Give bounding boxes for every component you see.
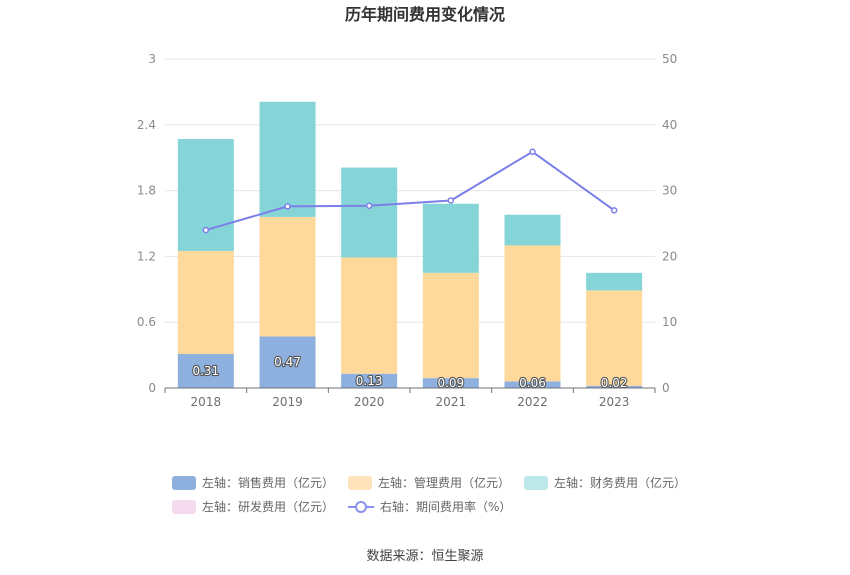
rate-point: [610, 207, 618, 214]
legend-row-1: 左轴：销售费用（亿元） 左轴：管理费用（亿元） 左轴：财务费用（亿元）: [172, 474, 700, 491]
bar-segment: [422, 272, 479, 379]
x-tick-label: 2020: [354, 395, 385, 409]
data-label: 0.06: [519, 376, 546, 390]
y-right-tick-label: 0: [662, 381, 670, 395]
y-right-tick-label: 20: [662, 249, 677, 263]
legend-item-finance[interactable]: 左轴：财务费用（亿元）: [524, 474, 686, 491]
data-source: 数据来源：恒生聚源: [366, 549, 484, 564]
x-tick-label: 2019: [272, 395, 303, 409]
y-right-tick-label: 50: [662, 52, 677, 66]
line-series: [202, 148, 618, 234]
bar-segment: [177, 250, 234, 355]
y-left-tick-label: 1.8: [137, 184, 156, 198]
x-tick-label: 2022: [517, 395, 548, 409]
bar-segment: [586, 290, 643, 386]
y-left-tick-label: 3: [148, 52, 156, 66]
rate-line: [205, 150, 615, 232]
rate-point: [447, 197, 455, 204]
rate-point: [284, 203, 291, 210]
bar-segment: [177, 139, 234, 251]
bar-segment: [341, 373, 398, 388]
bar-segment: [259, 336, 316, 388]
bar-segment: [504, 245, 561, 382]
bar-segment: [504, 214, 561, 246]
legend-swatch-sales: [172, 475, 196, 490]
y-right-tick-label: 10: [662, 315, 677, 329]
legend-row-2: 左轴：研发费用（亿元） 右轴：期间费用率（%）: [172, 498, 525, 515]
legend-swatch-rnd: [172, 499, 196, 514]
legend-label-sales: 左轴：销售费用（亿元）: [202, 476, 335, 490]
bar-segment: [341, 257, 398, 374]
data-label: 0.47: [274, 355, 301, 369]
bar-segment: [259, 216, 316, 337]
legend-swatch-finance: [524, 475, 549, 490]
bar-segment: [422, 203, 479, 273]
data-label: 0.09: [437, 376, 464, 390]
data-labels: 0.31 0.47 0.13 0.09 0.06 0.02: [191, 354, 628, 391]
legend-item-rnd[interactable]: 左轴：研发费用（亿元）: [172, 498, 334, 515]
rate-point: [365, 202, 373, 209]
y-right-tick-label: 40: [662, 118, 677, 132]
legend-label-rate: 右轴：期间费用率（%）: [380, 500, 512, 514]
x-tick-label: 2018: [191, 395, 222, 409]
legend-label-rnd: 左轴：研发费用（亿元）: [202, 500, 335, 514]
chart-svg: 历年期间费用变化情况 0.31 0.47 0.13 0.09 0.06 0.02 0 0 0.…: [137, 5, 677, 409]
bars: [177, 101, 643, 388]
y-left-tick-label: 2.4: [137, 118, 156, 132]
legend-item-admin[interactable]: 左轴：管理费用（亿元）: [348, 474, 510, 491]
rate-point: [202, 226, 210, 234]
x-tick-label: 2021: [436, 395, 467, 409]
legend-label-admin: 左轴：管理费用（亿元）: [378, 476, 511, 490]
chart-title: 历年期间费用变化情况: [345, 5, 505, 24]
legend-swatch-admin: [348, 475, 373, 490]
y-left-tick-label: 1.2: [137, 249, 156, 263]
legend-label-finance: 左轴：财务费用（亿元）: [554, 476, 687, 490]
y-left-tick-label: 0: [148, 381, 156, 395]
bar-segment: [422, 378, 479, 388]
bar-segment: [504, 381, 561, 388]
data-label: 0.02: [601, 376, 628, 390]
gridlines: [165, 58, 655, 323]
bar-segment: [586, 272, 643, 291]
data-label: 0.13: [356, 374, 383, 388]
legend-item-sales[interactable]: 左轴：销售费用（亿元）: [172, 474, 334, 491]
x-tick-label: 2023: [599, 395, 630, 409]
bar-segment: [177, 354, 234, 388]
bar-segment: [341, 167, 398, 258]
legend-line-icon: [348, 500, 375, 513]
bar-segment: [259, 101, 316, 217]
y-left-tick-label: 0.6: [137, 315, 156, 329]
data-label: 0.31: [192, 364, 219, 378]
y-right-tick-label: 30: [662, 184, 677, 198]
rate-point: [529, 148, 536, 156]
axes: 0 0 0.6 10 1.2 20 1.8 30 2.4 40 3 50 2018 2019 2020 202…: [137, 52, 677, 409]
legend-item-rate[interactable]: 右轴：期间费用率（%）: [348, 498, 511, 515]
bar-segment: [586, 385, 643, 388]
